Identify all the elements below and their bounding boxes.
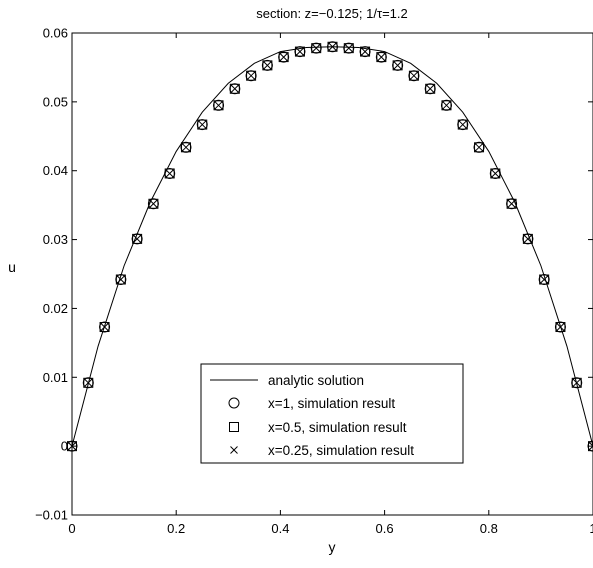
x-tick-label: 0.8 [480, 521, 498, 536]
x-tick-label: 0.2 [167, 521, 185, 536]
x-tick-label: 0 [68, 521, 75, 536]
y-tick-label: 0.05 [43, 94, 68, 109]
y-axis-label: u [8, 259, 16, 275]
legend-label-x05: x=0.5, simulation result [268, 420, 407, 435]
legend-label-x1: x=1, simulation result [268, 396, 395, 411]
x-tick-label: 0.6 [376, 521, 394, 536]
x-tick-label: 0.4 [271, 521, 289, 536]
legend-label-analytic: analytic solution [268, 373, 364, 388]
x-axis-label: y [329, 539, 336, 555]
y-tick-label: 0.03 [43, 232, 68, 247]
y-tick-label: 0.04 [43, 163, 68, 178]
legend-label-x025: x=0.25, simulation result [268, 443, 414, 458]
chart-title: section: z=−0.125; 1/τ=1.2 [256, 6, 408, 21]
y-tick-label: 0.01 [43, 370, 68, 385]
x-tick-label: 1 [589, 521, 593, 536]
y-tick-label: 0.06 [43, 26, 68, 41]
y-tick-label: −0.01 [35, 508, 68, 523]
y-tick-label: 0.02 [43, 301, 68, 316]
legend: analytic solution x=1, simulation result… [201, 364, 463, 463]
